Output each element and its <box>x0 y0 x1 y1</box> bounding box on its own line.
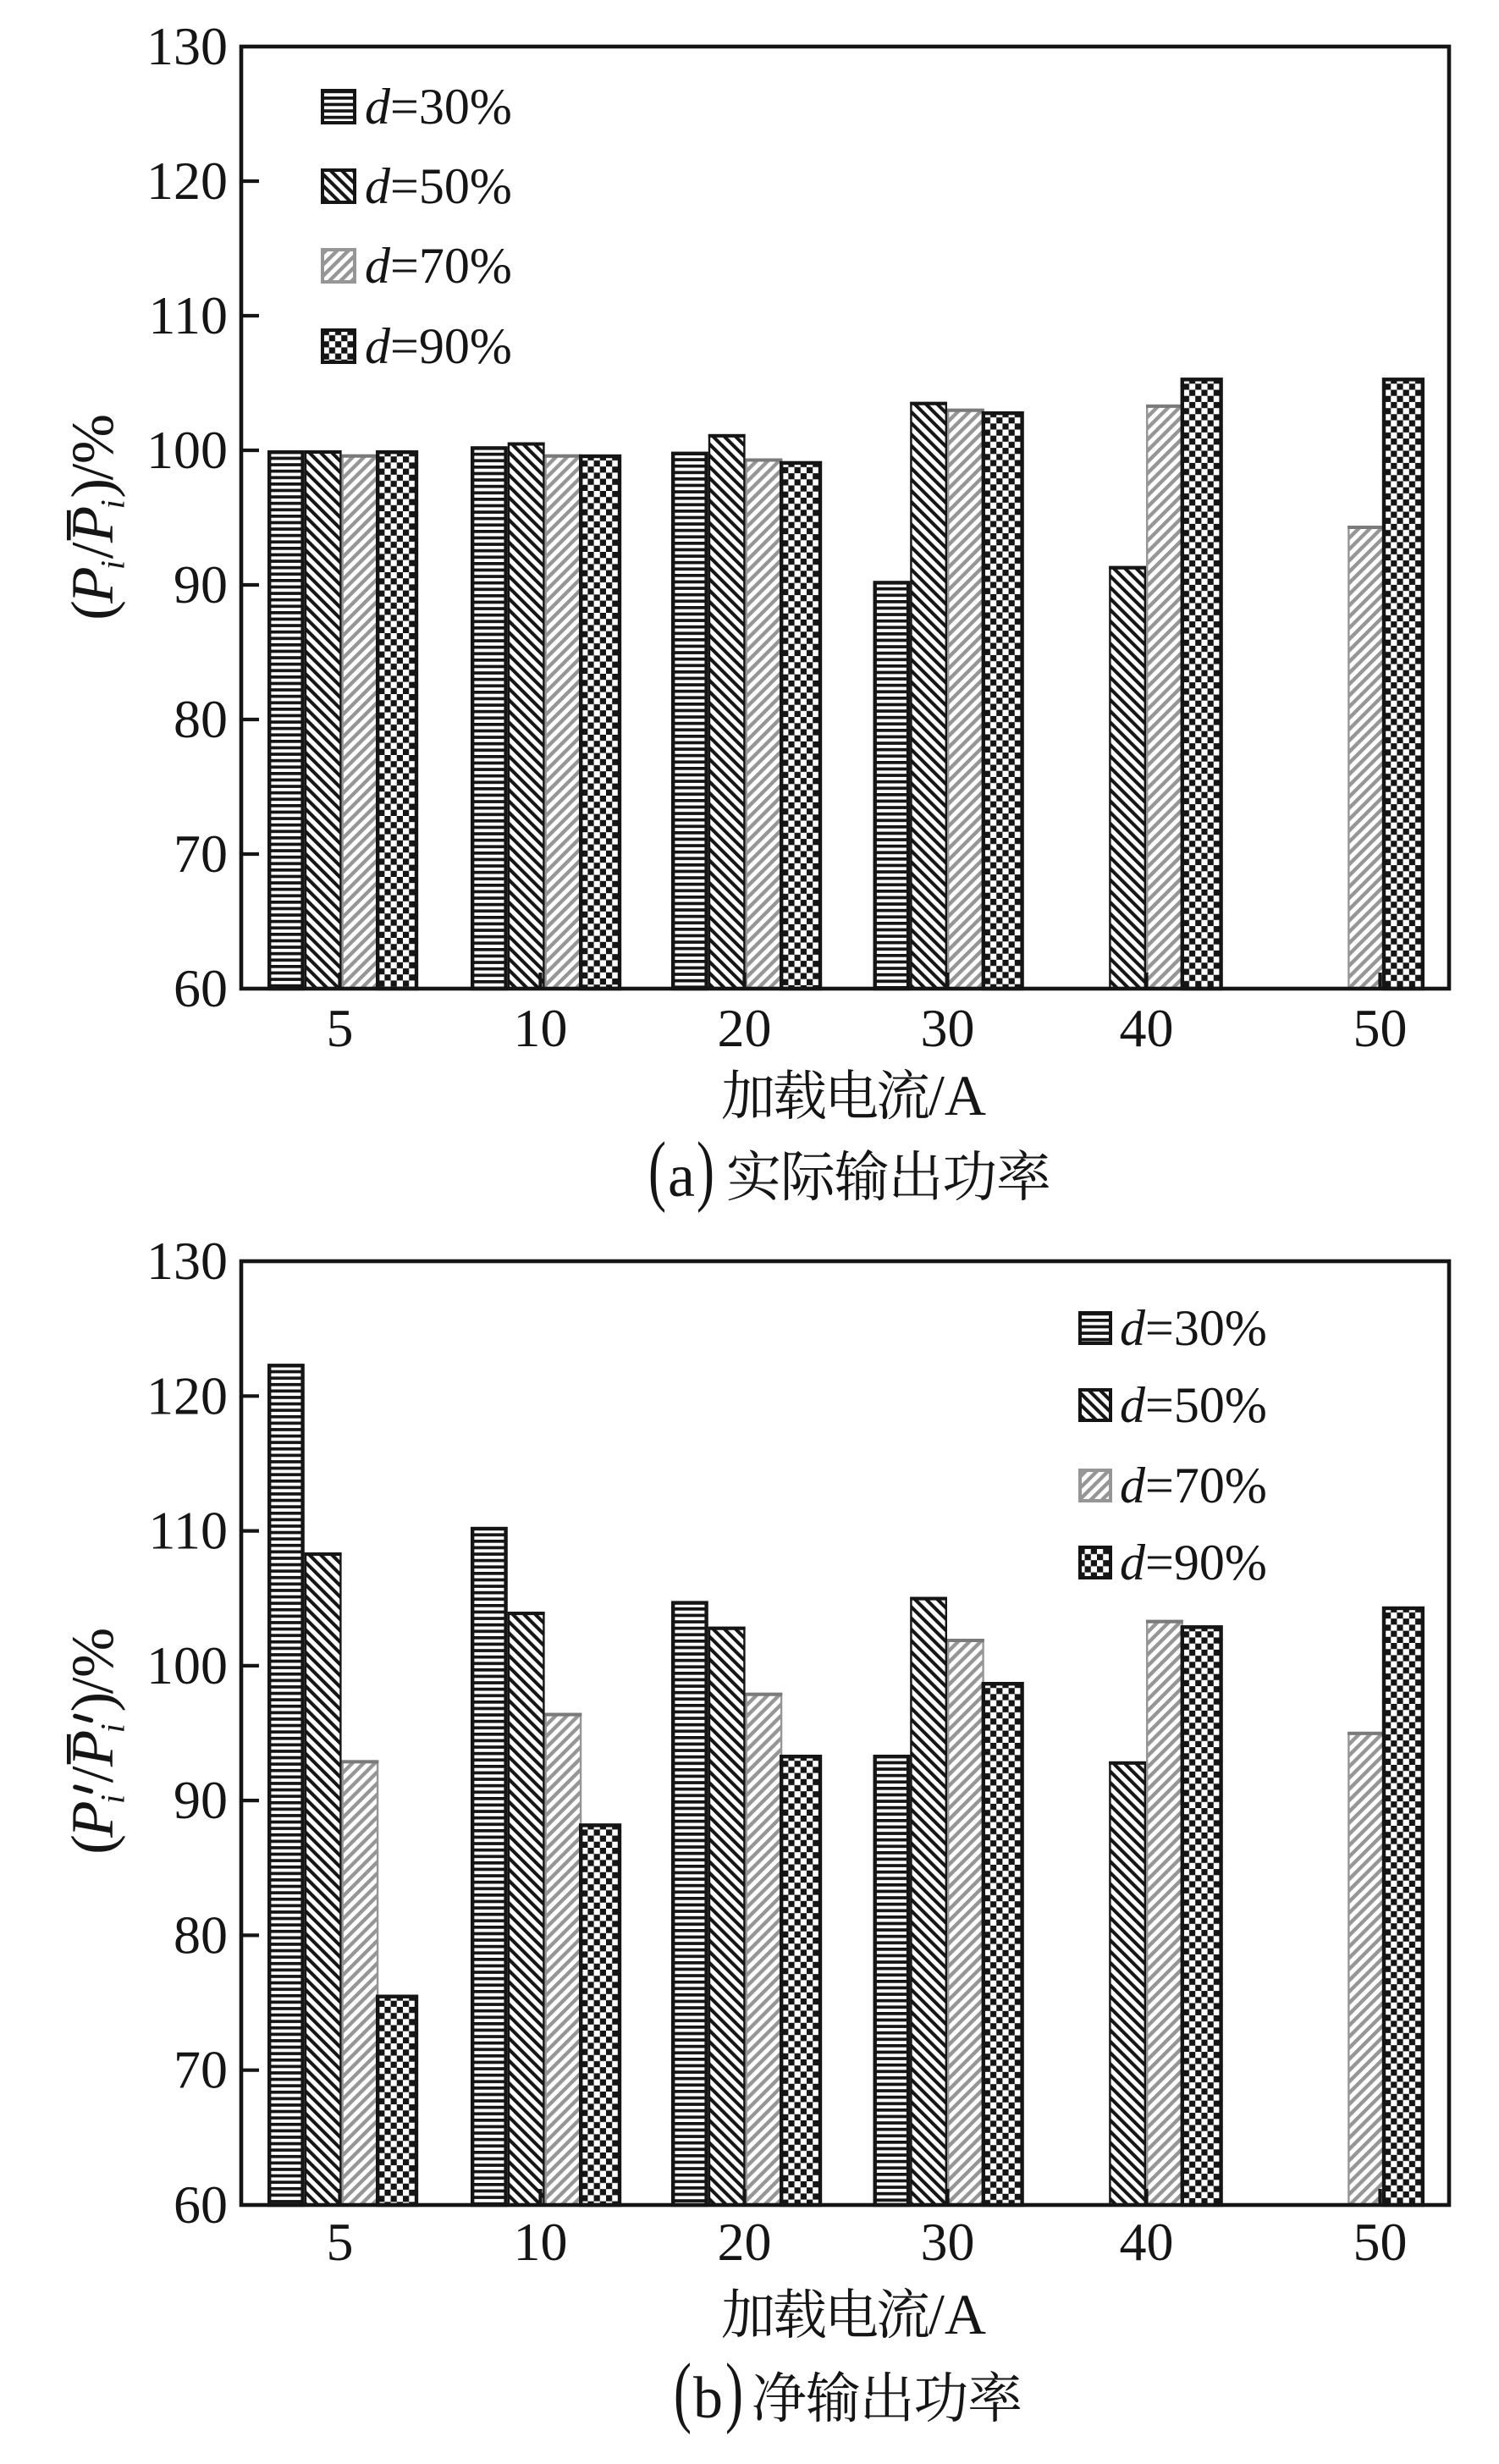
svg-text:d=30%: d=30% <box>1120 1300 1267 1356</box>
svg-text:%: % <box>60 1628 126 1678</box>
svg-text:P: P <box>60 1730 126 1767</box>
svg-text:60: 60 <box>174 2175 228 2235</box>
svg-text:): ) <box>60 478 126 499</box>
svg-text:P: P <box>60 566 126 604</box>
svg-text:50: 50 <box>1353 998 1408 1058</box>
svg-text:(: ( <box>60 600 126 620</box>
svg-text:80: 80 <box>174 689 228 749</box>
svg-text:): ) <box>697 1127 714 1214</box>
svg-text:30: 30 <box>921 998 975 1058</box>
svg-text:120: 120 <box>146 151 228 211</box>
svg-text:50: 50 <box>1353 2212 1408 2272</box>
svg-text:i: i <box>94 560 132 570</box>
svg-text:d=50%: d=50% <box>365 158 512 214</box>
svg-text:b: b <box>693 2366 723 2431</box>
svg-text:5: 5 <box>327 998 354 1058</box>
svg-text:(: ( <box>648 1127 666 1214</box>
svg-text:d=50%: d=50% <box>1120 1377 1267 1433</box>
svg-text:i: i <box>94 1723 132 1733</box>
svg-text:): ) <box>725 2348 743 2435</box>
svg-text:70: 70 <box>174 2040 228 2100</box>
svg-text:110: 110 <box>148 285 228 345</box>
svg-text:70: 70 <box>174 824 228 884</box>
svg-text:d=90%: d=90% <box>365 318 512 374</box>
svg-text:10: 10 <box>514 2212 568 2272</box>
svg-text:): ) <box>60 1692 126 1712</box>
svg-text:10: 10 <box>514 998 568 1058</box>
svg-text:P: P <box>60 506 126 543</box>
svg-text:/A: /A <box>929 1063 986 1127</box>
svg-text:20: 20 <box>718 998 772 1058</box>
svg-text:130: 130 <box>146 16 228 76</box>
svg-text:90: 90 <box>174 554 228 615</box>
svg-text:d=70%: d=70% <box>1120 1458 1267 1513</box>
svg-text:30: 30 <box>921 2212 975 2272</box>
svg-text:60: 60 <box>174 958 228 1018</box>
svg-text:100: 100 <box>146 420 228 480</box>
svg-text:5: 5 <box>327 2212 354 2272</box>
svg-text:(: ( <box>674 2348 692 2435</box>
svg-text:/A: /A <box>929 2282 986 2346</box>
svg-text:i: i <box>94 1794 132 1804</box>
svg-text:20: 20 <box>718 2212 772 2272</box>
svg-text:i: i <box>94 499 132 509</box>
svg-text:40: 40 <box>1120 998 1174 1058</box>
svg-text:a: a <box>668 1142 695 1210</box>
svg-text:/: / <box>60 1766 126 1783</box>
svg-text:(: ( <box>60 1834 126 1855</box>
svg-text:/: / <box>60 463 126 480</box>
svg-text:130: 130 <box>146 1231 228 1291</box>
svg-text:%: % <box>60 414 126 464</box>
svg-text:40: 40 <box>1120 2212 1174 2272</box>
svg-text:P: P <box>60 1801 126 1838</box>
svg-text:100: 100 <box>146 1635 228 1695</box>
svg-text:d=90%: d=90% <box>1120 1535 1267 1590</box>
svg-text:/: / <box>60 1677 126 1694</box>
svg-text:d=30%: d=30% <box>365 79 512 135</box>
svg-text:80: 80 <box>174 1905 228 1965</box>
svg-text:d=70%: d=70% <box>365 238 512 294</box>
svg-text:110: 110 <box>148 1501 228 1561</box>
svg-text:90: 90 <box>174 1770 228 1830</box>
svg-text:120: 120 <box>146 1365 228 1425</box>
svg-text:/: / <box>60 542 126 559</box>
